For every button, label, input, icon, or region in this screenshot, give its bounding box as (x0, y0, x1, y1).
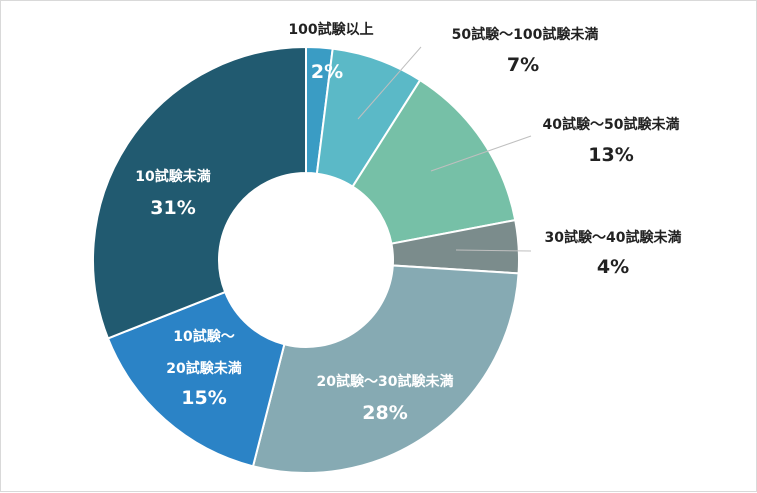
slice-7 (92, 45, 307, 340)
category-label-5: 20試験～30試験未満 (317, 373, 454, 390)
category-label-1: 100試験以上 (288, 21, 373, 38)
category-label-6-line2: 20試験未満 (166, 360, 241, 377)
category-label-4: 30試験～40試験未満 (545, 229, 682, 246)
value-label-5: 28% (362, 402, 407, 424)
value-label-2: 7% (507, 54, 539, 76)
leader-line-4 (455, 249, 532, 252)
leader-line-2 (357, 46, 422, 120)
value-label-7: 31% (150, 197, 195, 219)
category-label-7: 10試験未満 (135, 168, 210, 185)
category-label-3: 40試験～50試験未満 (543, 116, 680, 133)
value-label-6: 15% (181, 387, 226, 409)
value-label-3: 13% (588, 144, 633, 166)
value-label-1: 2% (311, 61, 343, 83)
slice-3 (351, 78, 517, 245)
slice-5 (251, 264, 520, 474)
category-label-6: 10試験～ (173, 328, 234, 345)
slice-6 (106, 290, 286, 468)
value-label-4: 4% (597, 256, 629, 278)
leader-line-3 (430, 135, 532, 172)
category-label-2: 50試験～100試験未満 (452, 26, 599, 43)
